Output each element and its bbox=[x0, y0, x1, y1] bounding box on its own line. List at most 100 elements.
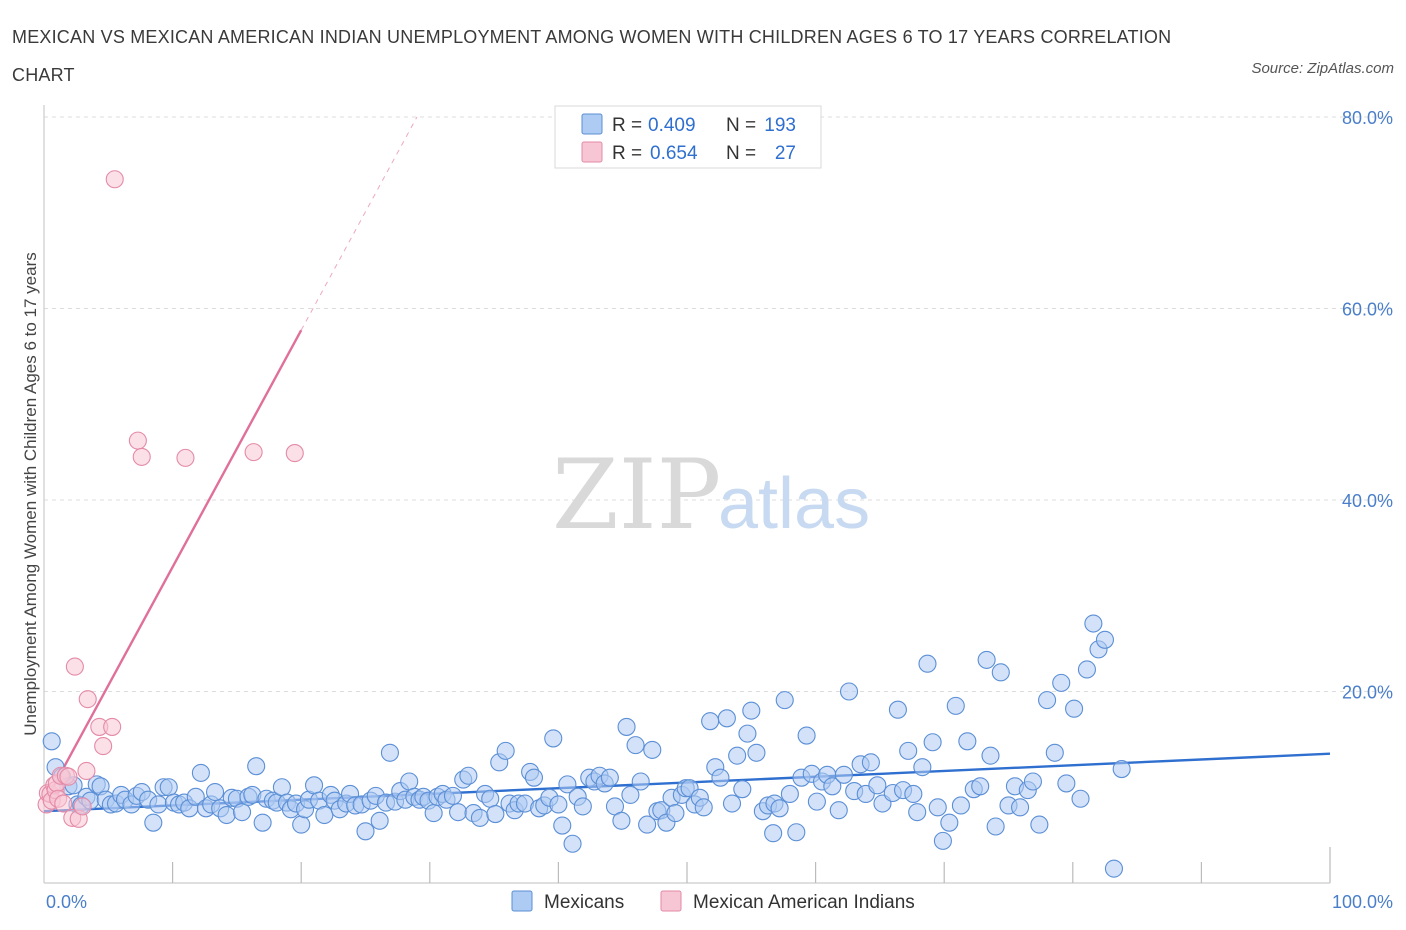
data-point-mexicans bbox=[424, 804, 443, 823]
data-point-mexicans bbox=[1038, 691, 1057, 710]
y-tick-label: 40.0% bbox=[1342, 491, 1393, 511]
data-point-mexicans bbox=[600, 768, 619, 787]
legend-swatch-mexicans bbox=[581, 113, 603, 135]
data-point-mexicans bbox=[904, 784, 923, 804]
data-point-mexicans bbox=[829, 801, 848, 820]
legend-r-value-mexican-american-indians: 0.654 bbox=[650, 143, 698, 164]
data-point-mexicans bbox=[738, 724, 757, 743]
data-point-mexicans bbox=[626, 736, 645, 755]
data-point-mexicans bbox=[923, 733, 942, 752]
data-point-mexicans bbox=[186, 787, 205, 806]
grid-lines bbox=[44, 116, 1392, 692]
data-point-mexicans bbox=[232, 803, 252, 822]
data-point-mexican-american-indians bbox=[54, 794, 73, 813]
data-point-mexicans bbox=[666, 804, 685, 823]
data-point-mexican-american-indians bbox=[77, 761, 96, 781]
trend-line-dashed bbox=[300, 116, 418, 331]
data-point-mexican-american-indians bbox=[128, 431, 147, 450]
data-point-mexicans bbox=[747, 743, 766, 762]
data-point-mexicans bbox=[524, 768, 544, 787]
data-point-mexicans bbox=[946, 696, 965, 715]
data-point-mexicans bbox=[780, 784, 799, 804]
data-point-mexicans bbox=[1071, 789, 1090, 808]
data-point-mexicans bbox=[470, 808, 490, 827]
data-point-mexicans bbox=[563, 834, 582, 853]
data-point-mexicans bbox=[247, 757, 266, 776]
data-point-mexicans bbox=[1057, 774, 1076, 793]
data-point-mexicans bbox=[986, 817, 1005, 836]
watermark-zip: ZIP bbox=[552, 439, 721, 551]
data-point-mexicans bbox=[272, 778, 291, 797]
data-point-mexicans bbox=[958, 732, 977, 751]
y-tick-label: 20.0% bbox=[1342, 683, 1393, 703]
data-point-mexicans bbox=[977, 650, 996, 669]
mexicans-points bbox=[42, 614, 1131, 878]
data-point-mexicans bbox=[1011, 798, 1030, 817]
trend-line-solid bbox=[49, 329, 303, 793]
data-point-mexicans bbox=[797, 726, 816, 745]
data-point-mexicans bbox=[742, 701, 761, 720]
data-point-mexican-american-indians bbox=[244, 443, 263, 462]
data-point-mexicans bbox=[496, 741, 515, 760]
data-point-mexicans bbox=[1065, 699, 1084, 718]
data-point-mexicans bbox=[770, 799, 789, 818]
data-point-mexicans bbox=[913, 758, 932, 777]
bottom-legend-swatch-mexicans bbox=[511, 890, 533, 912]
data-point-mexicans bbox=[868, 776, 887, 795]
data-point-mexicans bbox=[701, 712, 720, 731]
data-point-mexicans bbox=[631, 772, 650, 791]
data-point-mexicans bbox=[315, 805, 334, 825]
legend-r-label-mexicans: R = bbox=[612, 115, 642, 136]
legend-swatch-mexican-american-indians bbox=[581, 141, 603, 163]
data-point-mexicans bbox=[544, 729, 563, 748]
legend-n-value-mexicans: 193 bbox=[764, 115, 796, 136]
data-point-mexicans bbox=[764, 824, 783, 843]
x-tick-label-max: 100.0% bbox=[1332, 892, 1393, 912]
data-point-mexicans bbox=[775, 691, 794, 710]
data-point-mexicans bbox=[971, 777, 990, 796]
data-point-mexican-american-indians bbox=[73, 797, 92, 816]
data-point-mexicans bbox=[899, 741, 918, 760]
data-point-mexican-american-indians bbox=[65, 657, 84, 676]
mexican-american-indians-points bbox=[37, 170, 304, 828]
data-point-mexicans bbox=[711, 768, 730, 787]
data-point-mexicans bbox=[486, 805, 505, 824]
data-point-mexican-american-indians bbox=[103, 717, 122, 736]
source-credit: Source: ZipAtlas.com bbox=[1251, 60, 1394, 77]
data-point-mexicans bbox=[553, 816, 572, 835]
data-point-mexicans bbox=[728, 746, 747, 765]
data-point-mexican-american-indians bbox=[132, 447, 151, 466]
data-point-mexicans bbox=[991, 663, 1010, 682]
data-point-mexicans bbox=[621, 785, 640, 804]
bottom-legend-label-mexican-american-indians: Mexican American Indians bbox=[693, 892, 915, 913]
data-point-mexicans bbox=[643, 740, 662, 759]
data-point-mexicans bbox=[933, 831, 952, 850]
bottom-legend-label-mexicans: Mexicans bbox=[544, 892, 624, 913]
data-point-mexicans bbox=[861, 753, 880, 772]
data-point-mexicans bbox=[940, 813, 959, 832]
legend-r-label-mexican-american-indians: R = bbox=[612, 143, 642, 164]
data-point-mexicans bbox=[839, 682, 859, 701]
data-point-mexicans bbox=[380, 743, 399, 762]
data-point-mexicans bbox=[400, 772, 419, 791]
data-point-mexicans bbox=[549, 795, 568, 814]
data-point-mexicans bbox=[356, 822, 375, 841]
data-point-mexicans bbox=[217, 805, 236, 825]
data-point-mexicans bbox=[573, 797, 592, 816]
data-point-mexicans bbox=[918, 654, 937, 673]
data-point-mexicans bbox=[823, 777, 842, 796]
y-axis-tick-labels: 20.0% 40.0% 60.0% 80.0% bbox=[1342, 108, 1393, 703]
series-legend: Mexicans Mexican American Indians bbox=[511, 890, 915, 913]
data-point-mexicans bbox=[888, 700, 907, 719]
legend-r-value-mexicans: 0.409 bbox=[648, 115, 696, 136]
data-point-mexican-american-indians bbox=[59, 767, 78, 786]
data-point-mexican-american-indians bbox=[105, 170, 124, 189]
data-point-mexicans bbox=[449, 803, 468, 822]
data-point-mexicans bbox=[787, 823, 806, 842]
y-axis-label: Unemployment Among Women with Children A… bbox=[21, 252, 40, 736]
data-point-mexicans bbox=[981, 746, 1000, 765]
data-point-mexicans bbox=[253, 813, 272, 832]
data-point-mexicans bbox=[1112, 760, 1131, 779]
mexican-american-indians-trend bbox=[49, 116, 418, 793]
